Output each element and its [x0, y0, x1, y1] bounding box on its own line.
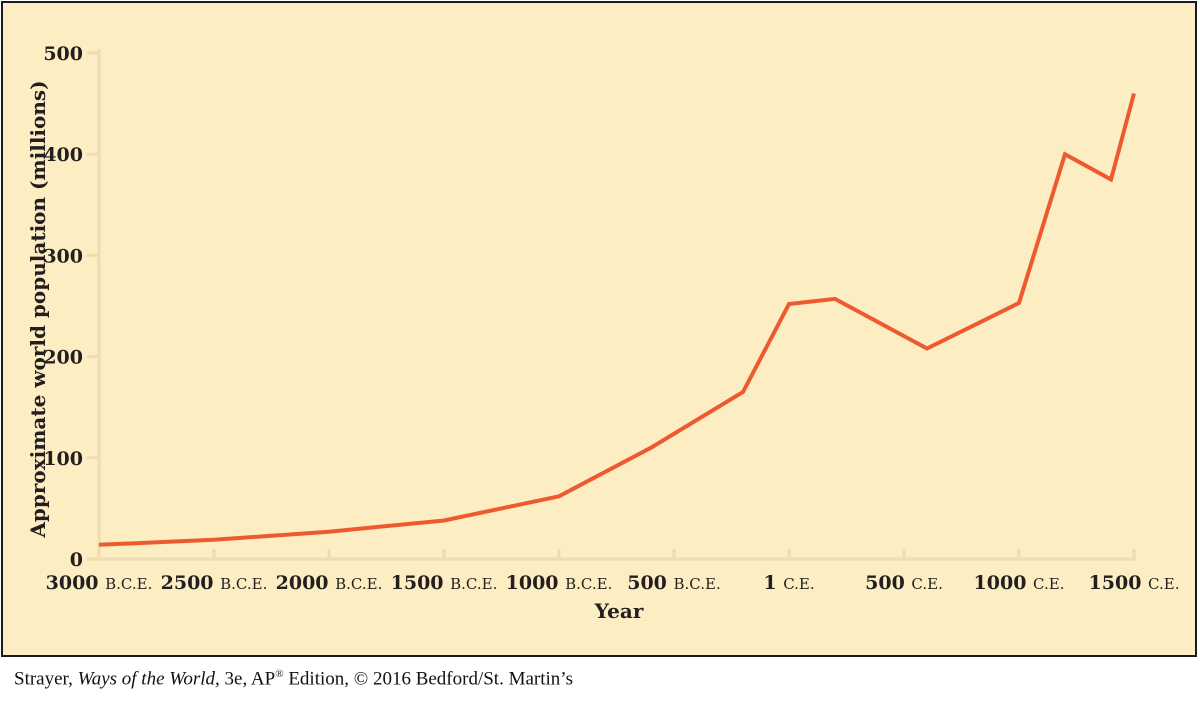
x-tick-label: 2000 B.C.E.	[276, 572, 383, 594]
y-tick-label: 0	[70, 549, 83, 571]
y-tick-label: 400	[43, 144, 83, 166]
credit-line: Strayer, Ways of the World, 3e, AP® Edit…	[14, 668, 573, 690]
x-tick-label: 1 C.E.	[763, 572, 814, 594]
credit-registered-mark: ®	[275, 668, 284, 680]
y-tick-label: 100	[43, 448, 83, 470]
population-line-chart: 0 100 200 300 400 500 3000 B.C.E. 2500 B.C.E. 20…	[26, 43, 1179, 623]
x-tick-label: 2500 B.C.E.	[161, 572, 268, 594]
series-line-0	[98, 92, 1136, 547]
tick-labels: 0 100 200 300 400 500 3000 B.C.E. 2500 B.C.E. 20…	[43, 43, 1179, 594]
x-tick-label: 3000 B.C.E.	[46, 572, 153, 594]
y-tick-label: 500	[43, 43, 83, 65]
chart-frame: 0 100 200 300 400 500 3000 B.C.E. 2500 B.C.E. 20…	[1, 1, 1197, 657]
x-tick-label: 1500 B.C.E.	[391, 572, 498, 594]
credit-rest: Edition, © 2016 Bedford/St. Martin’s	[283, 668, 573, 690]
x-tick-label: 1500 C.E.	[1089, 572, 1180, 594]
series-layer	[98, 92, 1136, 547]
credit-prefix: Strayer,	[14, 668, 78, 690]
y-tick-label: 200	[43, 347, 83, 369]
y-tick-label: 300	[43, 245, 83, 267]
x-tick-label: 1000 B.C.E.	[506, 572, 613, 594]
x-tick-label: 500 B.C.E.	[627, 572, 721, 594]
credit-suffix: 3e, AP	[219, 668, 276, 690]
x-tick-label: 500 C.E.	[865, 572, 943, 594]
axes	[87, 49, 1136, 561]
x-axis-title: Year	[594, 599, 644, 623]
y-axis-title: Approximate world population (millions)	[26, 80, 50, 538]
x-tick-label: 1000 C.E.	[974, 572, 1065, 594]
credit-book-title: Ways of the World,	[77, 668, 220, 690]
